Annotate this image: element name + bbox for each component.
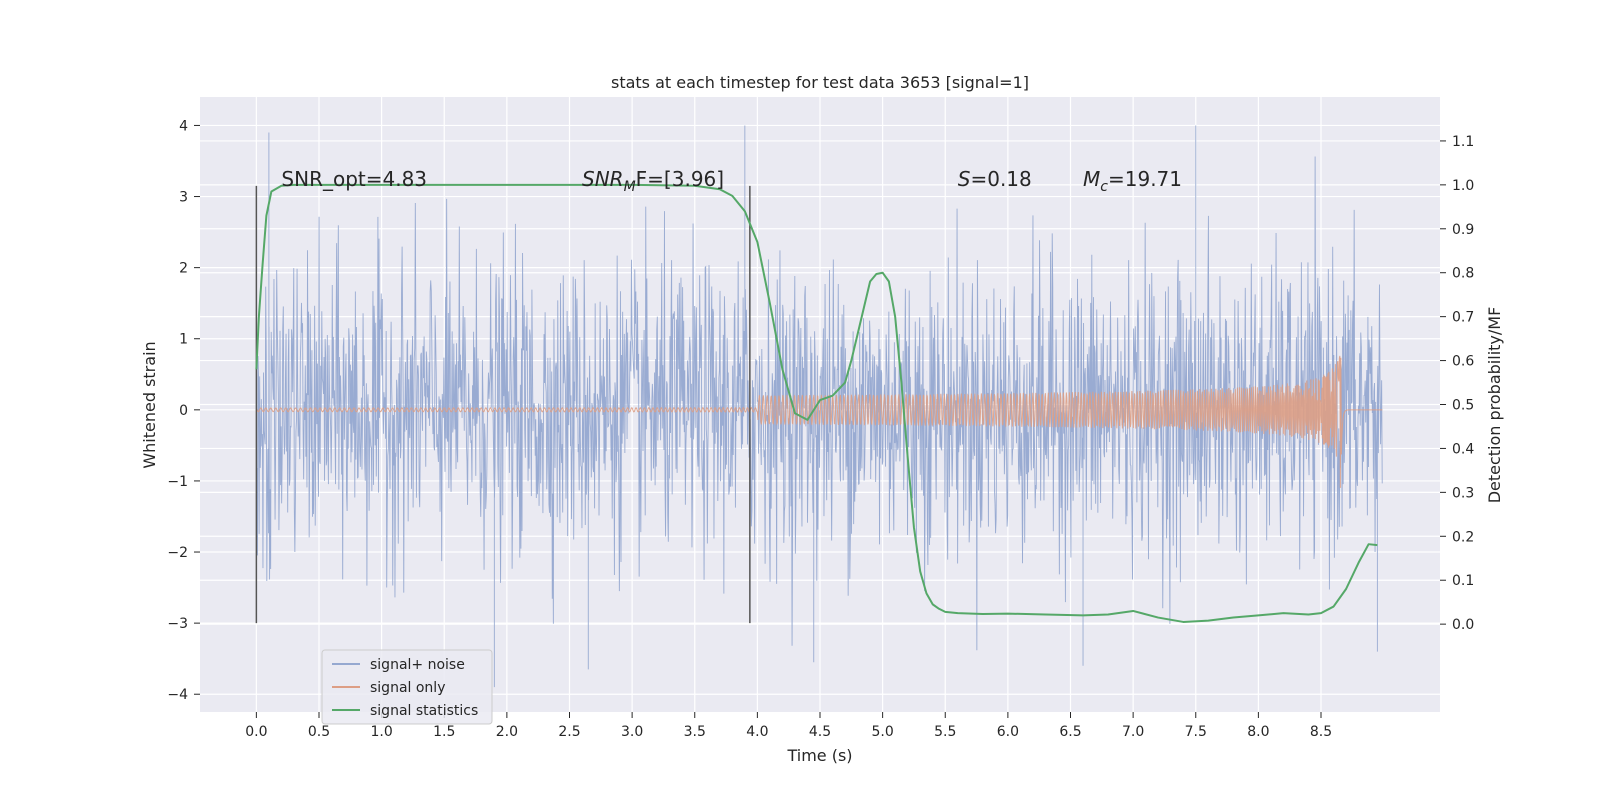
y-tick-label: 3 [179,190,188,206]
chart-title: stats at each timestep for test data 365… [611,73,1029,92]
annotations: SNR_opt=4.83 SNRMF=[3.96] S=0.18 Mc=19.71 [281,167,1182,195]
y2-tick-label: 1.0 [1452,178,1474,194]
x-tick-label: 0.5 [308,724,330,740]
x-tick-label: 1.0 [370,724,392,740]
x-tick-label: 6.0 [997,724,1019,740]
signal-only-trace [255,355,1383,488]
x-tick-label: 5.0 [871,724,893,740]
x-tick-label: 2.0 [496,724,518,740]
x-tick-label: 3.5 [684,724,706,740]
x-tick-label: 6.5 [1059,724,1081,740]
x-tick-label: 2.5 [558,724,580,740]
x-tick-label: 7.0 [1122,724,1144,740]
y-tick-label: 0 [179,403,188,419]
y-tick-label: 1 [179,332,188,348]
y2-tick-label: 0.2 [1452,529,1474,545]
x-tick-label: 8.0 [1247,724,1269,740]
annotation-text: Mc=19.71 [1083,167,1182,195]
legend: signal+ noise signal only signal statist… [321,649,493,725]
series-signal-statistics [255,183,1378,623]
x-tick-label: 5.5 [934,724,956,740]
y2-tick-label: 0.3 [1452,485,1474,501]
y2-tick-label: 1.1 [1452,134,1474,150]
x-tick-label: 0.0 [245,724,267,740]
y-tick-label: 4 [179,118,188,134]
y-tick-label: −2 [167,545,188,561]
y-tick-label: −1 [167,474,188,490]
legend-label-signal-statistics: signal statistics [370,703,478,719]
x-tick-label: 7.5 [1185,724,1207,740]
y2-tick-label: 0.5 [1452,398,1474,414]
x-axis-ticks: 0.0 0.5 1.0 1.5 2.0 2.5 3.0 3.5 4.0 4.5 5.0 5.5 6.0 6… [245,712,1332,740]
vertical-markers [255,185,751,624]
y2-axis-label: Detection probability/MF [1485,307,1504,504]
signal-noise-trace [255,125,1383,688]
y2-tick-label: 0.7 [1452,310,1474,326]
x-tick-label: 1.5 [433,724,455,740]
y-tick-label: 2 [179,261,188,277]
y2-tick-label: 0.4 [1452,441,1474,457]
y-tick-label: −4 [167,687,188,703]
y2-tick-label: 0.8 [1452,266,1474,282]
y-tick-label: −3 [167,616,188,632]
x-tick-label: 4.0 [746,724,768,740]
series-signal-noise [255,125,1383,688]
y-axis-ticks: −4 −3 −2 −1 0 1 2 3 4 [167,118,200,703]
signal-statistics-trace [255,183,1378,623]
y2-tick-label: 0.9 [1452,222,1474,238]
y2-tick-label: 0.6 [1452,354,1474,370]
annotation-text: SNRMF=[3.96] [582,167,724,195]
annotation-text: SNR_opt=4.83 [281,167,427,191]
series-signal-only [255,355,1383,488]
x-tick-label: 3.0 [621,724,643,740]
x-tick-label: 8.5 [1310,724,1332,740]
legend-label-signal-noise: signal+ noise [370,657,465,673]
legend-label-signal-only: signal only [370,680,445,696]
annotation-text: S=0.18 [958,167,1032,191]
x-tick-label: 4.5 [809,724,831,740]
legend-box [321,649,493,725]
y2-tick-label: 0.1 [1452,573,1474,589]
y2-axis-ticks: 0.0 0.1 0.2 0.3 0.4 0.5 0.6 0.7 0.8 0.9 1.0 1.1 [1440,134,1474,633]
x-axis-label: Time (s) [786,746,852,765]
y-axis-label: Whitened strain [140,341,159,468]
y2-tick-label: 0.0 [1452,617,1474,633]
